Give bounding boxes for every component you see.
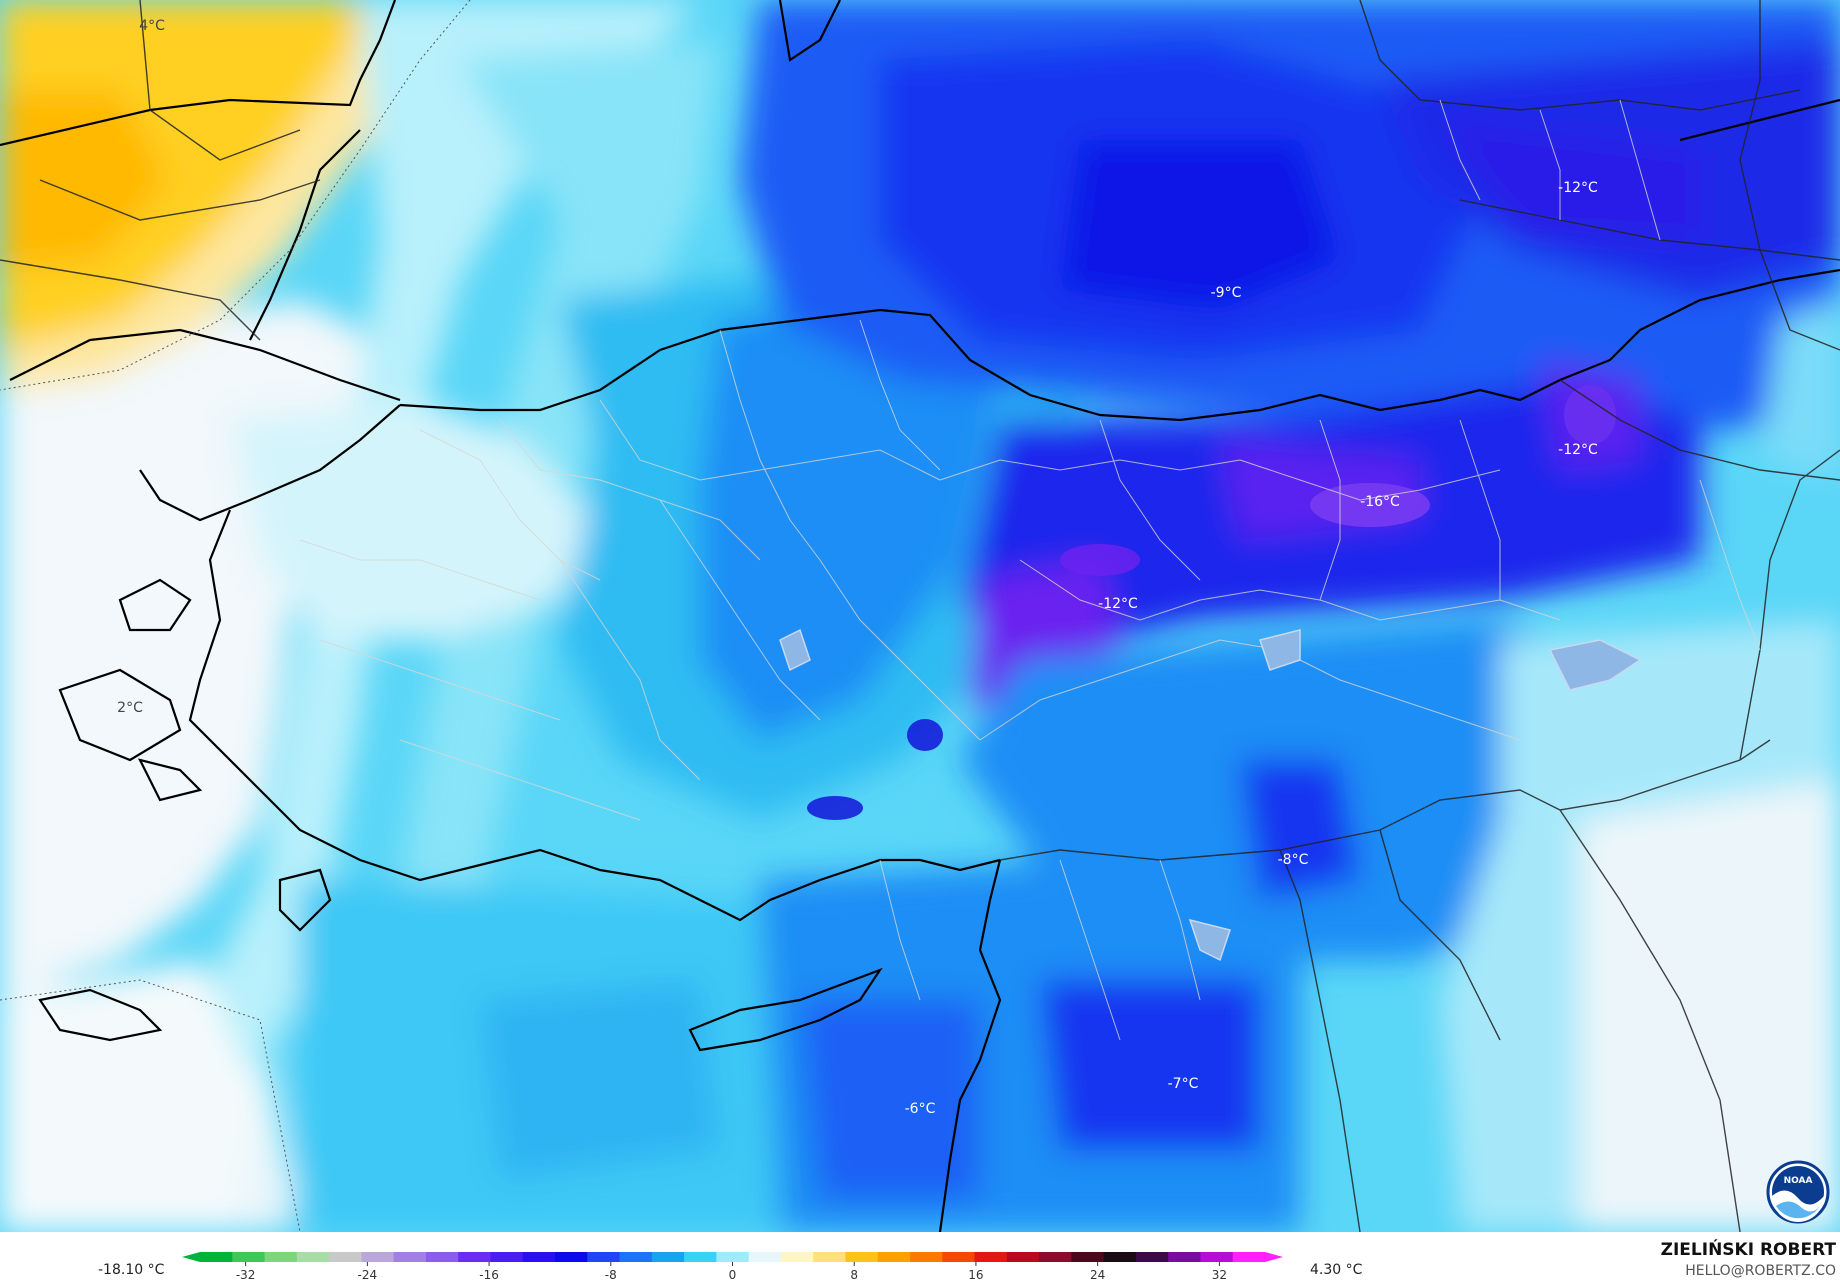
color-scale-block bbox=[1006, 1252, 1040, 1262]
color-scale-block bbox=[1071, 1252, 1105, 1262]
color-scale-block bbox=[232, 1252, 266, 1262]
temperature-map: 4°C -12°C -9°C -12°C -16°C -12°C 2°C -8°… bbox=[0, 0, 1840, 1232]
temp-label: -9°C bbox=[1211, 285, 1242, 301]
color-scale-block bbox=[1168, 1252, 1201, 1262]
color-scale-arrow-left bbox=[182, 1252, 200, 1262]
color-scale-block bbox=[748, 1252, 782, 1262]
color-scale-block bbox=[1135, 1252, 1169, 1262]
noaa-logo-text: NOAA bbox=[1784, 1176, 1813, 1186]
temp-label: 2°C bbox=[117, 700, 143, 716]
color-scale-block bbox=[1039, 1252, 1072, 1262]
color-scale: -32 -24 -16 -8 0 8 16 24 32 bbox=[182, 1252, 1283, 1282]
temperature-field bbox=[0, 0, 1840, 1232]
color-scale-block bbox=[619, 1252, 653, 1262]
color-scale-block bbox=[361, 1252, 395, 1262]
zero-isoline bbox=[0, 0, 471, 1232]
color-scale-block bbox=[1200, 1252, 1234, 1262]
color-scale-block bbox=[393, 1252, 427, 1262]
color-scale-block bbox=[458, 1252, 491, 1262]
color-scale-block bbox=[942, 1252, 976, 1262]
color-scale-block bbox=[1232, 1252, 1266, 1262]
color-scale-tick-label: 16 bbox=[968, 1268, 983, 1282]
color-scale-block bbox=[845, 1252, 879, 1262]
temp-label: -6°C bbox=[905, 1101, 936, 1117]
color-scale-arrow-right bbox=[1265, 1252, 1283, 1262]
color-scale-tick-label: -24 bbox=[358, 1268, 378, 1282]
legend-min-value: -18.10 °C bbox=[98, 1262, 165, 1278]
color-scale-block bbox=[425, 1252, 459, 1262]
color-scale-block bbox=[1103, 1252, 1137, 1262]
color-scale-tick-label: -32 bbox=[236, 1268, 256, 1282]
color-scale-block bbox=[522, 1252, 556, 1262]
color-scale-block bbox=[684, 1252, 717, 1262]
color-scale-block bbox=[877, 1252, 911, 1262]
province-borders bbox=[299, 99, 1761, 1041]
temp-label: -16°C bbox=[1360, 494, 1400, 510]
color-scale-block bbox=[716, 1252, 750, 1262]
color-scale-ticks: -32 -24 -16 -8 0 8 16 24 32 bbox=[236, 1262, 1227, 1282]
coastlines bbox=[0, 0, 1840, 1232]
color-scale-tick-label: -8 bbox=[605, 1268, 617, 1282]
credit-email: HELLO@ROBERTZ.CO bbox=[1685, 1263, 1836, 1279]
temperature-labels: 4°C -12°C -9°C -12°C -16°C -12°C 2°C -8°… bbox=[117, 18, 1598, 1117]
color-scale-tick-label: 0 bbox=[729, 1268, 737, 1282]
temp-label: 4°C bbox=[139, 18, 165, 34]
color-scale-block bbox=[200, 1252, 233, 1262]
color-scale-block bbox=[780, 1252, 814, 1262]
temp-label: -7°C bbox=[1168, 1076, 1199, 1092]
temp-label: -12°C bbox=[1098, 596, 1138, 612]
color-scale-tick-label: 24 bbox=[1090, 1268, 1105, 1282]
color-scale-tick-label: 32 bbox=[1212, 1268, 1227, 1282]
color-scale-block bbox=[587, 1252, 621, 1262]
color-scale-block bbox=[490, 1252, 524, 1262]
color-scale-block bbox=[651, 1252, 685, 1262]
color-scale-block bbox=[329, 1252, 362, 1262]
color-scale-tick-label: 8 bbox=[850, 1268, 858, 1282]
noaa-logo: NOAA bbox=[1766, 1160, 1830, 1224]
lakes bbox=[779, 628, 1642, 962]
color-scale-block bbox=[555, 1252, 588, 1262]
color-scale-block bbox=[974, 1252, 1008, 1262]
color-scale-blocks bbox=[182, 1252, 1283, 1262]
color-scale-tick-label: -16 bbox=[479, 1268, 499, 1282]
legend-max-value: 4.30 °C bbox=[1310, 1262, 1363, 1278]
temp-label: -8°C bbox=[1278, 852, 1309, 868]
color-scale-block bbox=[296, 1252, 330, 1262]
color-scale-block bbox=[910, 1252, 943, 1262]
temp-label: -12°C bbox=[1558, 180, 1598, 196]
temp-label: -12°C bbox=[1558, 442, 1598, 458]
color-scale-block bbox=[813, 1252, 846, 1262]
credit-name: ZIELIŃSKI ROBERT bbox=[1660, 1240, 1836, 1260]
color-scale-block bbox=[264, 1252, 298, 1262]
